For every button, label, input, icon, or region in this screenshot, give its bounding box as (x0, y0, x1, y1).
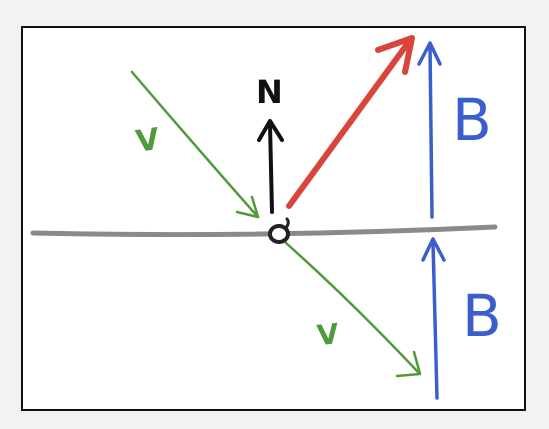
field-arrow-bottom (421, 237, 446, 400)
field-arrow-top (417, 41, 442, 219)
normal-arrow (257, 119, 284, 214)
field-bottom-label: B (462, 282, 502, 350)
diagram-frame (21, 26, 526, 411)
velocity-out-label: V (315, 317, 340, 352)
field-top-label: B (452, 86, 492, 154)
surface-line (30, 224, 498, 238)
outgoing-velocity-arrow (284, 241, 422, 378)
normal-label: N (256, 73, 283, 111)
origin-circle-icon (268, 217, 290, 244)
velocity-in-label: V (134, 122, 163, 160)
incoming-velocity-arrow (130, 70, 260, 219)
reflected-arrow (286, 35, 415, 209)
